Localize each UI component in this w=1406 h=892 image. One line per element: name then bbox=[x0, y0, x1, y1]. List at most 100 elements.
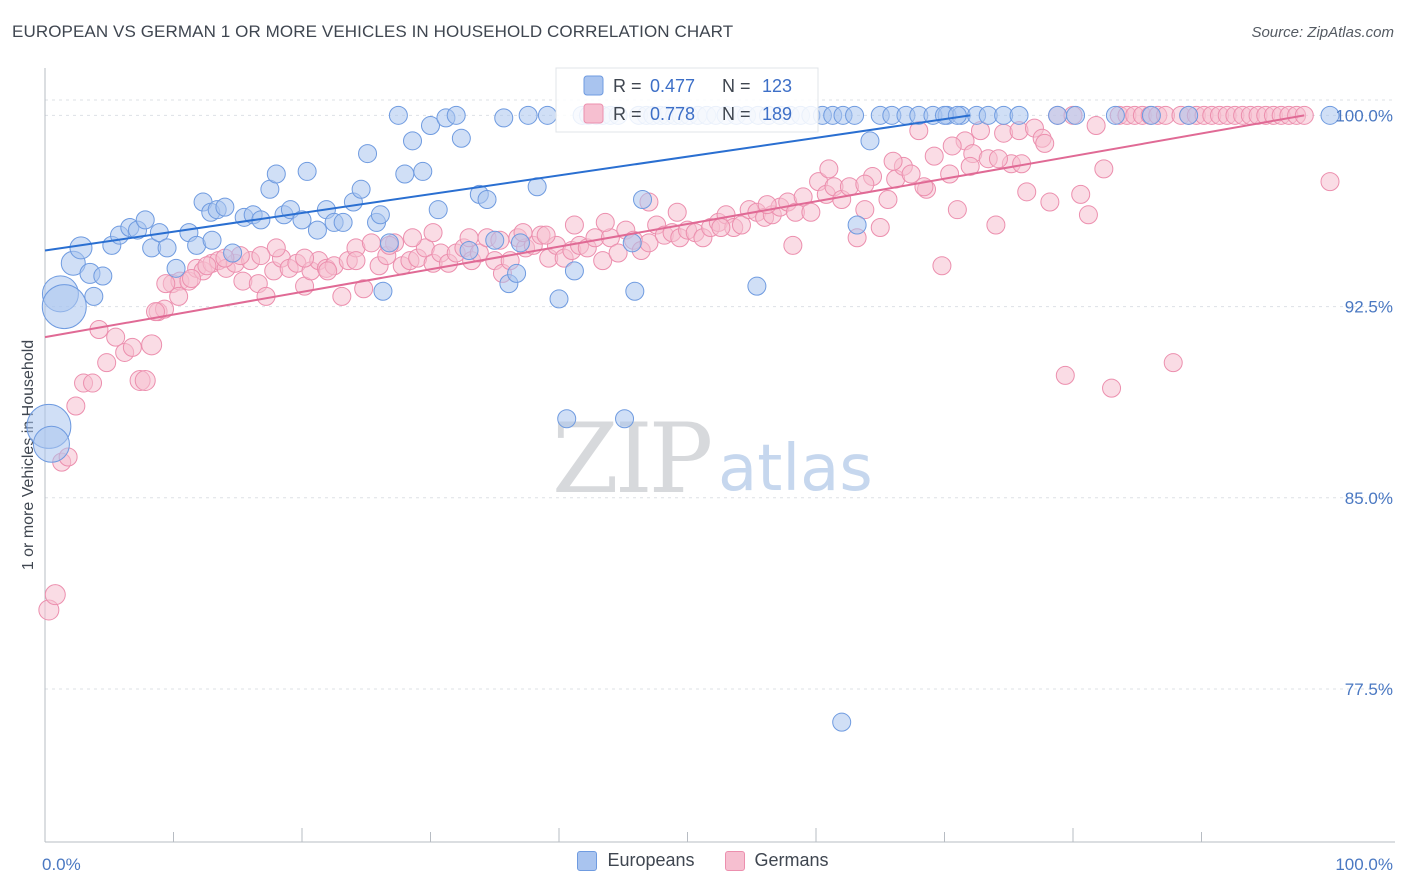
germans-point-171 bbox=[595, 212, 615, 232]
germans-point-200 bbox=[1035, 133, 1055, 153]
europeans-point-42 bbox=[373, 281, 393, 301]
germans-point-193 bbox=[855, 174, 875, 194]
chart-title: EUROPEAN VS GERMAN 1 OR MORE VEHICLES IN… bbox=[12, 22, 734, 41]
germans-point-137 bbox=[1086, 116, 1106, 136]
europeans-point-53 bbox=[459, 240, 479, 260]
europeans-point-13 bbox=[135, 210, 155, 230]
germans-point-6 bbox=[83, 373, 103, 393]
germans-point-128 bbox=[1017, 182, 1037, 202]
germans-point-197 bbox=[960, 156, 980, 176]
europeans-point-49 bbox=[428, 200, 448, 220]
europeans-point-117 bbox=[202, 230, 222, 250]
germans-point-91 bbox=[731, 215, 751, 235]
legend-item-germans[interactable]: Germans bbox=[724, 850, 829, 871]
germans-point-100 bbox=[801, 202, 821, 222]
legend-label-germans: Germans bbox=[754, 850, 829, 870]
europeans-point-125 bbox=[1320, 105, 1340, 125]
stats-swatch-germans bbox=[583, 103, 604, 124]
europeans-point-45 bbox=[395, 164, 415, 184]
stats-r-label-germans: R = bbox=[613, 104, 642, 124]
europeans-point-23 bbox=[215, 197, 235, 217]
europeans-point-64 bbox=[557, 409, 577, 429]
x-tick-labels: 0.0% 100.0% bbox=[42, 855, 1393, 874]
legend-swatch-europeans bbox=[577, 850, 598, 871]
germans-point-4 bbox=[66, 396, 86, 416]
germans-point-1 bbox=[44, 584, 66, 606]
europeans-point-122 bbox=[1105, 105, 1125, 125]
germans-point-167 bbox=[783, 235, 803, 255]
legend-item-europeans[interactable]: Europeans bbox=[577, 850, 695, 871]
europeans-point-57 bbox=[494, 108, 514, 128]
y-tick-labels: 77.5% 85.0% 92.5% 100.0% bbox=[1335, 106, 1393, 699]
germans-point-178 bbox=[403, 228, 423, 248]
europeans-point-32 bbox=[292, 210, 312, 230]
germans-point-99 bbox=[793, 187, 813, 207]
europeans-point-73 bbox=[622, 233, 642, 253]
stats-r-value-europeans: 0.477 bbox=[650, 76, 695, 96]
europeans-point-124 bbox=[1179, 105, 1199, 125]
germans-point-173 bbox=[536, 225, 556, 245]
stats-n-value-germans: 189 bbox=[762, 104, 792, 124]
germans-point-9 bbox=[106, 327, 126, 347]
europeans-point-5 bbox=[69, 236, 93, 260]
europeans-point-44 bbox=[388, 105, 408, 125]
europeans-point-111 bbox=[847, 215, 867, 235]
germans-point-182 bbox=[295, 248, 315, 268]
germans-point-183 bbox=[266, 238, 286, 258]
germans-point-192 bbox=[819, 159, 839, 179]
germans-point-109 bbox=[870, 218, 890, 238]
source-note: Source: ZipAtlas.com bbox=[1251, 24, 1394, 41]
germans-point-177 bbox=[423, 223, 443, 243]
legend-label-europeans: Europeans bbox=[607, 850, 695, 870]
europeans-point-24 bbox=[223, 243, 243, 263]
germans-point-136 bbox=[1078, 205, 1098, 225]
germans-point-189 bbox=[169, 286, 189, 306]
x-tick-label-0: 0.0% bbox=[42, 855, 81, 874]
germans-point-75 bbox=[608, 243, 628, 263]
europeans-point-56 bbox=[485, 230, 505, 250]
stats-r-label-europeans: R = bbox=[613, 76, 642, 96]
europeans-point-65 bbox=[564, 261, 584, 281]
europeans-point-3 bbox=[41, 284, 87, 330]
germans-point-194 bbox=[883, 151, 903, 171]
europeans-point-109 bbox=[1009, 105, 1029, 125]
germans-point-107 bbox=[855, 200, 875, 220]
germans-point-165 bbox=[1320, 172, 1340, 192]
germans-point-124 bbox=[986, 215, 1006, 235]
europeans-point-7 bbox=[84, 286, 104, 306]
europeans-point-116 bbox=[510, 233, 530, 253]
germans-point-184 bbox=[251, 246, 271, 266]
europeans-point-1 bbox=[32, 425, 70, 463]
europeans-point-43 bbox=[379, 233, 399, 253]
europeans-point-62 bbox=[537, 105, 557, 125]
europeans-point-112 bbox=[747, 276, 767, 296]
gridlines bbox=[45, 99, 1395, 690]
europeans-point-120 bbox=[1048, 105, 1068, 125]
europeans-point-17 bbox=[166, 258, 186, 278]
europeans-point-123 bbox=[1141, 105, 1161, 125]
y-tick-label-1: 85.0% bbox=[1345, 489, 1393, 508]
europeans-point-46 bbox=[403, 131, 423, 151]
trend-line-germans bbox=[44, 114, 1305, 339]
watermark-atlas: atlas bbox=[718, 432, 873, 506]
germans-point-119 bbox=[947, 200, 967, 220]
europeans-point-63 bbox=[549, 289, 569, 309]
germans-point-198 bbox=[988, 149, 1008, 169]
germans-point-170 bbox=[667, 202, 687, 222]
europeans-point-33 bbox=[297, 161, 317, 181]
germans-point-190 bbox=[156, 274, 176, 294]
europeans-point-55 bbox=[477, 189, 497, 209]
germans-point-14 bbox=[141, 334, 163, 356]
germans-point-13 bbox=[134, 370, 156, 392]
europeans-point-59 bbox=[507, 263, 527, 283]
series-germans bbox=[38, 105, 1340, 621]
europeans-point-51 bbox=[446, 105, 466, 125]
europeans-point-110 bbox=[832, 712, 852, 732]
germans-point-8 bbox=[97, 353, 117, 373]
europeans-point-121 bbox=[1066, 105, 1086, 125]
europeans-point-52 bbox=[451, 128, 471, 148]
germans-point-138 bbox=[1094, 159, 1114, 179]
europeans-point-47 bbox=[413, 161, 433, 181]
legend: Europeans Germans bbox=[0, 850, 1406, 871]
